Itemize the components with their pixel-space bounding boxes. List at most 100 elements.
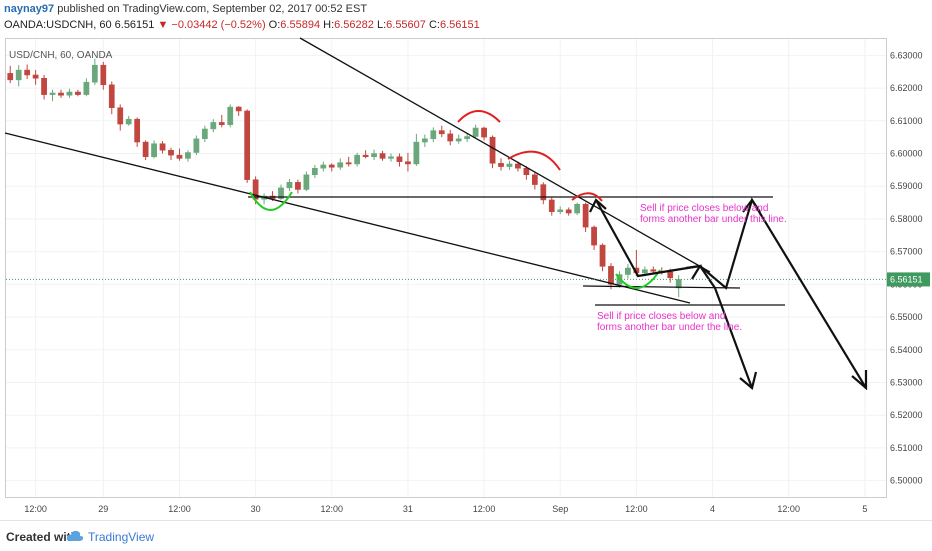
green-arc-2 xyxy=(615,269,661,290)
candle-body xyxy=(168,149,174,156)
author-link[interactable]: naynay97 xyxy=(4,3,55,15)
candle-body xyxy=(388,156,394,159)
candle-body xyxy=(142,141,149,158)
candles xyxy=(7,58,682,298)
candle-body xyxy=(548,199,555,212)
annotation-1-line-1: Sell if price closes below and xyxy=(640,203,768,214)
candle-body xyxy=(472,127,479,137)
y-tick-label: 6.62000 xyxy=(890,83,923,93)
open-label: O: xyxy=(268,19,281,31)
candle-body xyxy=(134,118,141,143)
candle-body xyxy=(41,78,47,95)
x-tick-label: 29 xyxy=(98,504,108,514)
y-tick-label: 6.55000 xyxy=(890,312,923,322)
candle-body xyxy=(421,138,428,143)
close-value: 6.56151 xyxy=(439,19,480,31)
arrowhead-5 xyxy=(685,264,703,280)
candle-body xyxy=(354,154,361,165)
y-tick-label: 6.52000 xyxy=(890,410,923,420)
publish-info: naynay97 published on TradingView.com, S… xyxy=(4,3,367,15)
series-legend: USD/CNH, 60, OANDA xyxy=(9,50,113,61)
candle-body xyxy=(295,182,301,190)
candle-body xyxy=(396,156,403,162)
candle-body xyxy=(185,152,191,159)
candle-body xyxy=(608,266,614,285)
candle-body xyxy=(557,209,564,212)
symbol-label: OANDA:USDCNH, 60 xyxy=(4,19,112,31)
x-tick-label: Sep xyxy=(552,504,568,514)
change-text: −0.03442 (−0.52%) xyxy=(171,19,266,31)
candle-body xyxy=(286,182,293,189)
lower-trendline xyxy=(4,132,691,304)
candle-body xyxy=(320,164,327,169)
high-label: H: xyxy=(323,19,335,31)
candle-body xyxy=(591,226,597,246)
arrowhead-3 xyxy=(742,198,761,213)
candle-body xyxy=(371,153,377,158)
green-arc-1 xyxy=(249,191,293,211)
y-tick-label: 6.54000 xyxy=(890,345,923,355)
candle-body xyxy=(100,64,107,86)
publish-text: published on TradingView.com, September … xyxy=(57,3,368,15)
x-tick-label: 30 xyxy=(251,504,261,514)
candle-body xyxy=(32,74,39,79)
candle-body xyxy=(227,106,234,125)
candle-body xyxy=(201,128,208,140)
candle-body xyxy=(117,107,124,125)
x-tick-label: 12:00 xyxy=(321,504,344,514)
candle-body xyxy=(379,153,386,159)
arrowhead-1 xyxy=(739,371,758,390)
time-axis[interactable]: 12:00 29 12:00 30 12:00 31 12:00 Sep 12:00 4 12:00… xyxy=(24,504,867,514)
y-tick-label: 6.61000 xyxy=(890,116,923,126)
candle-body xyxy=(218,122,225,125)
candle-body xyxy=(7,73,14,81)
last-price-badge xyxy=(887,272,930,287)
created-with-text: Created with xyxy=(6,530,79,544)
candle-body xyxy=(328,164,335,168)
candle-body xyxy=(75,91,81,95)
red-arc-2 xyxy=(507,150,561,171)
candle-body xyxy=(489,136,496,164)
candle-body xyxy=(244,110,251,180)
y-tick-label: 6.60000 xyxy=(890,149,923,159)
price-axis[interactable]: 6.63000 6.62000 6.61000 6.60000 6.59000 6.580… xyxy=(890,50,923,485)
candle-body xyxy=(565,209,572,214)
candle-body xyxy=(625,267,631,275)
ohlc-legend: OANDA:USDCNH, 60 6.56151 ▼ −0.03442 (−0.… xyxy=(4,19,480,31)
tradingview-cloud-icon[interactable] xyxy=(66,529,84,543)
arrowhead-4 xyxy=(589,198,607,213)
x-tick-label: 4 xyxy=(710,504,715,514)
x-tick-label: 12:00 xyxy=(24,504,47,514)
candle-body xyxy=(641,269,648,274)
y-tick-label: 6.50000 xyxy=(890,476,923,486)
low-label: L: xyxy=(376,19,387,31)
candle-body xyxy=(125,118,132,125)
x-tick-label: 31 xyxy=(403,504,413,514)
candle-body xyxy=(108,84,115,108)
candle-body xyxy=(49,92,56,95)
candle-body xyxy=(311,167,318,176)
support-line xyxy=(582,285,741,289)
candle-body xyxy=(481,127,487,138)
last-price-marker: 6.56151 xyxy=(6,272,930,287)
candle-body xyxy=(15,69,22,81)
chart-header: naynay97 published on TradingView.com, S… xyxy=(0,0,932,38)
candle-body xyxy=(210,122,217,130)
low-value: 6.55607 xyxy=(386,19,426,31)
candle-body xyxy=(413,141,420,165)
candle-body xyxy=(91,64,98,83)
x-tick-label: 12:00 xyxy=(473,504,496,514)
y-tick-label: 6.58000 xyxy=(890,214,923,224)
candle-body xyxy=(193,138,200,153)
tradingview-brand[interactable]: TradingView xyxy=(88,530,155,544)
candle-body xyxy=(540,184,547,201)
candle-body xyxy=(498,163,504,167)
open-value: 6.55894 xyxy=(280,19,321,31)
y-tick-label: 6.51000 xyxy=(890,443,923,453)
candle-body xyxy=(430,130,437,140)
annotations: Sell if price closes below and forms ano… xyxy=(597,203,787,333)
candle-body xyxy=(303,174,310,190)
grid xyxy=(6,39,886,497)
candle-body xyxy=(506,163,513,167)
